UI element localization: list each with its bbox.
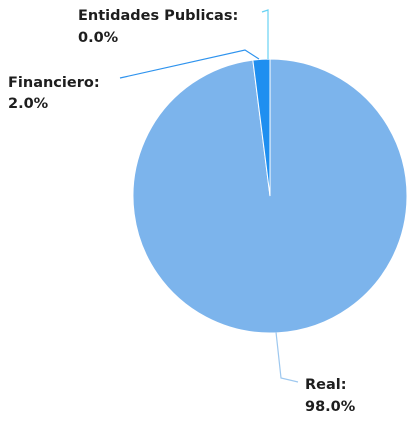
slice-labels: Real: 98.0% Financiero: 2.0% Entidades P…: [8, 8, 356, 415]
connector-real: [275, 331, 299, 383]
pie-slice-financiero: [252, 58, 271, 197]
label-connectors: [119, 9, 299, 383]
slice-label-real-name: Real:: [305, 377, 347, 393]
pie-slices: [132, 58, 408, 334]
connector-financiero: [119, 49, 260, 79]
slice-label-entidades-publicas-value: 0.0%: [78, 30, 119, 46]
slice-label-financiero-value: 2.0%: [8, 96, 49, 112]
slice-label-financiero-name: Financiero:: [8, 75, 100, 91]
slice-label-real-value: 98.0%: [305, 399, 356, 415]
connector-entidades-publicas: [261, 9, 269, 59]
slice-label-entidades-publicas-name: Entidades Publicas:: [78, 8, 238, 24]
